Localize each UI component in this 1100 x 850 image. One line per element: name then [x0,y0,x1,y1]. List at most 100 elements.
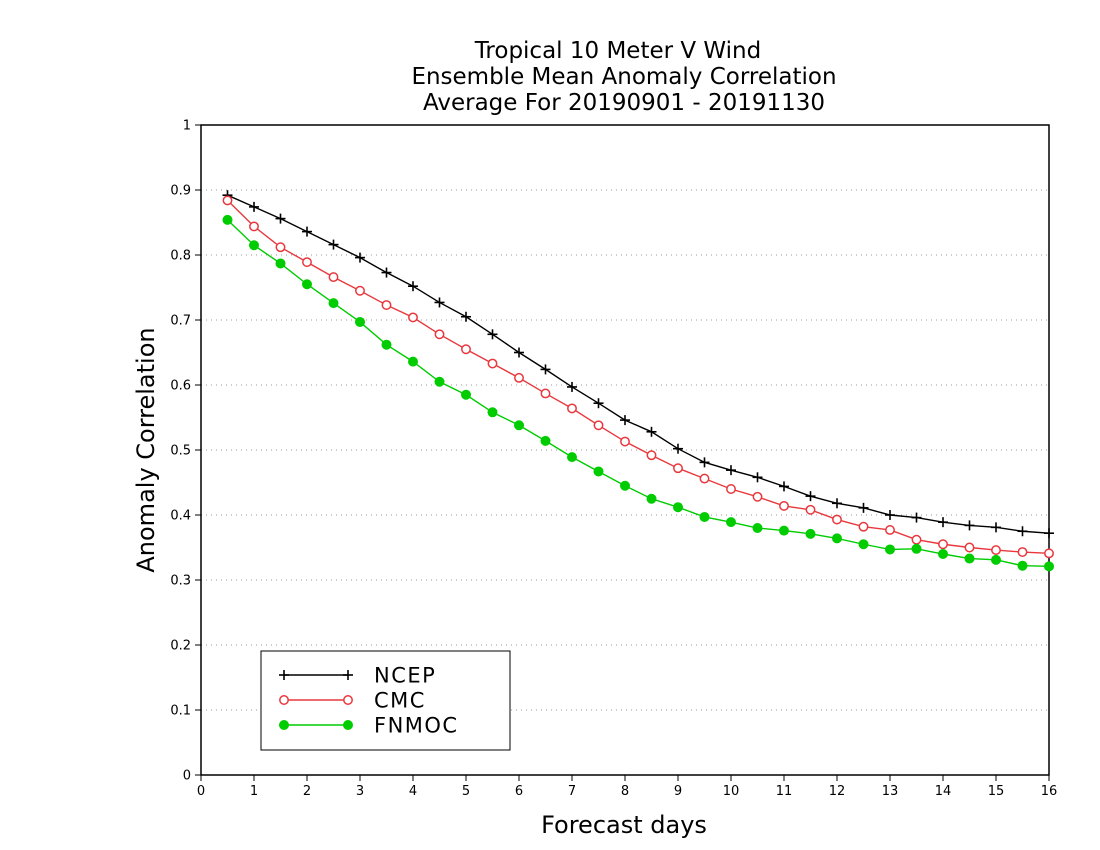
data-point-ncep [540,364,551,375]
data-point-cmc [673,463,683,474]
x-axis-ticks: 0 1 2 3 4 5 6 7 8 9 10 11 12 13 14 15 16 [197,775,1057,799]
x-tick-label: 8 [621,784,629,799]
data-point-cmc [355,285,365,296]
data-point-fnmoc [302,279,312,290]
x-tick-label: 3 [356,784,364,799]
series-fnmoc [222,214,1054,572]
x-tick-label: 1 [250,784,258,799]
data-point-fnmoc [832,533,842,544]
y-tick-label: 0.9 [170,184,191,199]
data-point-fnmoc [434,376,445,387]
data-point-ncep [964,520,975,531]
y-tick-label: 1 [183,119,191,134]
data-point-ncep [487,329,498,340]
data-point-ncep [620,415,630,426]
data-point-cmc [911,534,922,545]
data-point-cmc [275,242,286,253]
data-point-ncep [302,226,312,237]
data-point-ncep [646,426,657,437]
y-axis-label: Anomaly Correlation [132,327,160,572]
data-point-fnmoc [779,525,789,536]
data-point-fnmoc [938,549,948,559]
data-point-cmc [832,514,842,525]
x-tick-label: 15 [988,784,1005,799]
legend-marker-fnmoc [279,720,289,730]
data-point-ncep [938,517,948,528]
chart-title-line-2: Ensemble Mean Anomaly Correlation [411,64,836,90]
data-point-ncep [328,239,339,250]
y-tick-label: 0.5 [170,444,191,459]
data-point-ncep [408,281,418,292]
data-point-ncep [567,381,577,392]
data-point-ncep [911,512,922,523]
data-point-cmc [487,358,498,369]
data-point-ncep [779,481,789,492]
data-point-cmc [514,372,524,383]
data-point-ncep [1044,528,1054,539]
data-point-ncep [1017,526,1028,537]
y-tick-label: 0.6 [170,379,191,394]
data-point-fnmoc [911,543,922,554]
data-point-cmc [964,542,975,553]
series-cmc [222,195,1054,559]
data-point-ncep [726,465,736,476]
data-point-ncep [991,522,1001,533]
data-point-fnmoc [991,554,1001,565]
plot-frame [200,124,1050,776]
data-point-fnmoc [249,240,259,251]
data-point-cmc [461,344,471,355]
data-point-ncep [673,443,683,454]
data-point-fnmoc [593,466,604,477]
data-point-fnmoc [408,356,418,367]
data-point-fnmoc [1044,561,1054,572]
data-point-cmc [752,491,763,502]
x-tick-label: 0 [197,784,205,799]
legend-marker-fnmoc [343,720,353,730]
y-tick-label: 0.3 [170,574,191,589]
x-tick-label: 13 [882,784,899,799]
data-point-fnmoc [699,511,710,522]
x-tick-label: 11 [776,784,793,799]
y-tick-label: 0.7 [170,314,191,329]
series-ncep [222,190,1054,539]
data-point-cmc [222,195,233,206]
data-point-ncep [752,472,763,483]
data-point-fnmoc [540,435,551,446]
data-point-fnmoc [461,389,471,400]
data-point-cmc [567,403,577,414]
data-point-cmc [991,545,1001,556]
data-point-ncep [355,252,365,263]
x-tick-label: 2 [303,784,311,799]
chart-title: Tropical 10 Meter V Wind Ensemble Mean A… [411,38,836,116]
x-tick-label: 12 [829,784,846,799]
data-point-ncep [514,347,524,358]
data-point-cmc [885,525,895,535]
data-point-cmc [1017,547,1028,557]
y-tick-label: 0.8 [170,249,191,264]
data-point-fnmoc [620,480,630,491]
data-point-fnmoc [514,420,524,431]
data-point-fnmoc [567,452,577,463]
data-point-cmc [646,450,657,461]
series-layer [222,190,1054,572]
legend-label-fnmoc: FNMOC [374,714,459,738]
data-point-ncep [461,311,471,322]
data-point-fnmoc [381,339,392,350]
data-point-cmc [249,221,259,232]
data-point-fnmoc [726,517,736,528]
data-point-ncep [805,491,816,502]
data-point-cmc [620,436,630,447]
y-tick-label: 0 [183,769,191,784]
data-point-ncep [275,213,286,224]
data-point-fnmoc [275,258,286,269]
legend-label-cmc: CMC [374,689,426,713]
data-point-cmc [381,300,392,310]
data-point-ncep [858,502,869,513]
data-point-ncep [249,201,259,212]
y-tick-label: 0.1 [170,704,191,719]
x-axis-label: Forecast days [541,811,707,839]
data-point-fnmoc [858,539,869,550]
data-point-cmc [726,484,736,494]
